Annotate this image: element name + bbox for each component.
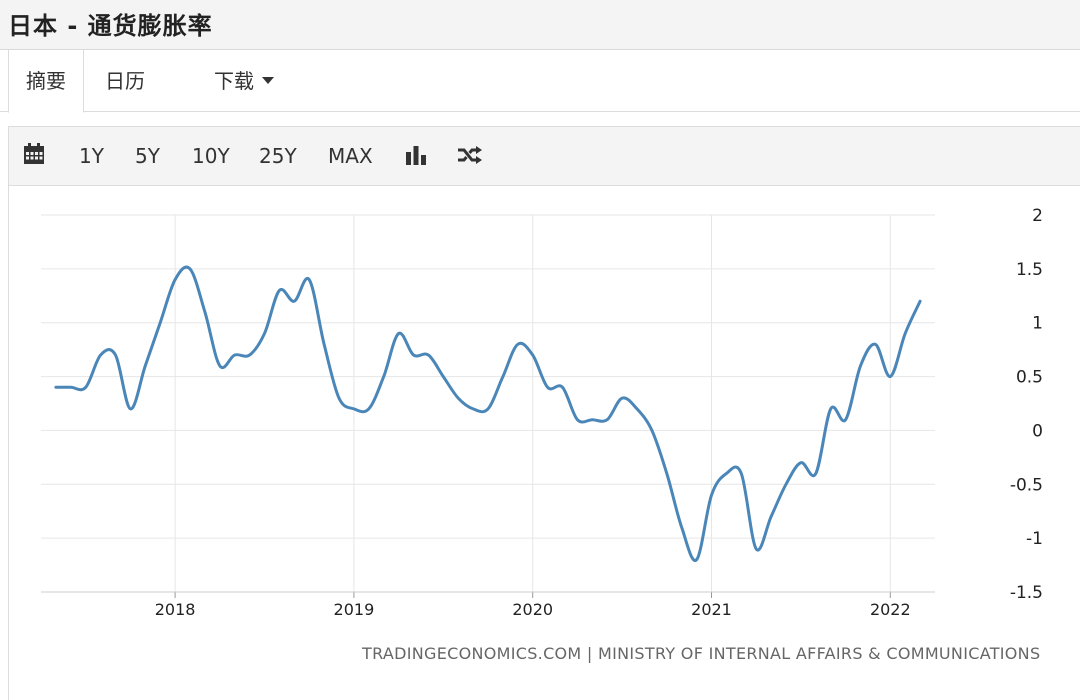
chart-toolbar: 1Y 5Y 10Y 25Y MAX	[8, 126, 1080, 186]
source-credit: TRADINGECONOMICS.COM | MINISTRY OF INTER…	[362, 644, 1041, 663]
calendar-icon[interactable]	[23, 143, 45, 167]
bar-chart-icon[interactable]	[405, 145, 427, 167]
tab-summary[interactable]: 摘要	[8, 50, 84, 113]
page-title: 日本 - 通货膨胀率	[8, 12, 213, 40]
tabs-bar: 摘要 日历 下载	[0, 50, 1080, 113]
chart-area: 2 1.5 1 0.5 0 -0.5 -1 -1.5 2018 2019 2020 2021 2022	[8, 186, 1080, 700]
range-max-button[interactable]: MAX	[328, 144, 373, 168]
title-bar: 日本 - 通货膨胀率	[0, 0, 1080, 50]
y-tick-label: 2	[1032, 206, 1043, 226]
y-tick-label: 0.5	[1016, 368, 1043, 388]
x-tick-label: 2021	[691, 600, 732, 619]
caret-down-icon	[262, 77, 274, 84]
y-tick-label: -1	[1026, 529, 1043, 549]
x-tick-label: 2018	[155, 600, 196, 619]
range-1y-button[interactable]: 1Y	[79, 144, 104, 168]
y-tick-label: -1.5	[1010, 583, 1043, 603]
inflation-line-chart: 2 1.5 1 0.5 0 -0.5 -1 -1.5 2018 2019 2020 2021 2022	[41, 206, 1043, 619]
tab-download[interactable]: 下载	[214, 50, 274, 112]
tab-download-label: 下载	[214, 69, 254, 93]
y-tick-label: 1	[1032, 314, 1043, 334]
y-tick-label: 0	[1032, 421, 1043, 441]
x-tick-label: 2022	[870, 600, 911, 619]
y-tick-label: 1.5	[1016, 260, 1043, 280]
series-line	[54, 265, 922, 562]
shuffle-icon[interactable]	[457, 145, 483, 167]
y-tick-label: -0.5	[1010, 475, 1043, 495]
range-10y-button[interactable]: 10Y	[192, 144, 230, 168]
tab-calendar[interactable]: 日历	[105, 69, 145, 93]
x-tick-label: 2019	[334, 600, 375, 619]
range-5y-button[interactable]: 5Y	[135, 144, 160, 168]
x-tick-label: 2020	[512, 600, 553, 619]
range-25y-button[interactable]: 25Y	[259, 144, 297, 168]
